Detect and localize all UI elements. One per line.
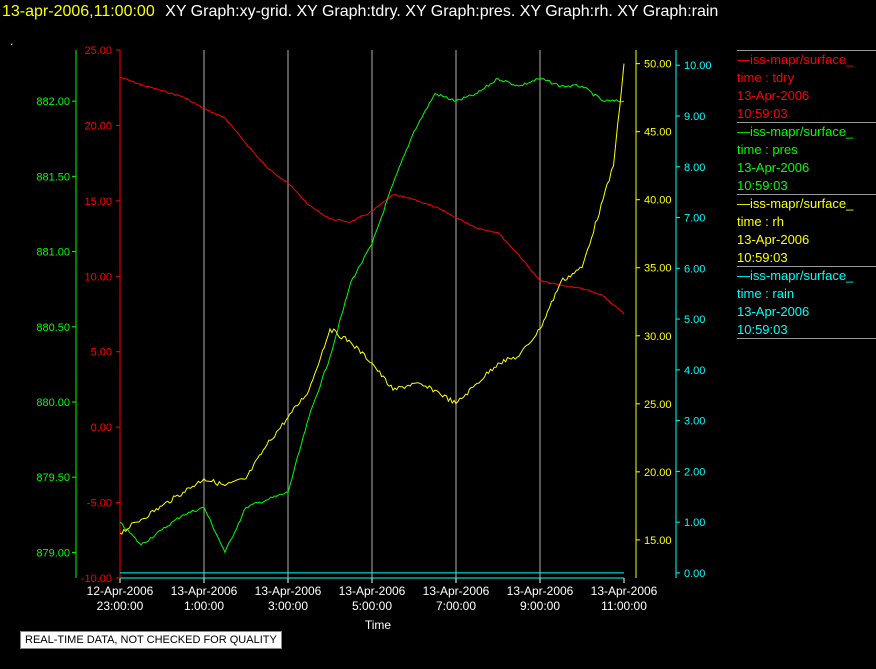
x-tick-label-time: 5:00:00 xyxy=(352,599,392,613)
x-tick-label-time: 1:00:00 xyxy=(184,599,224,613)
x-tick-label-time: 7:00:00 xyxy=(436,599,476,613)
series-line-pres xyxy=(119,78,625,554)
y-tick-label-pres: 880.00 xyxy=(36,397,70,409)
y-tick-label-rh: 40.00 xyxy=(644,195,672,207)
x-tick-label-date: 13-Apr-2006 xyxy=(423,584,490,598)
y-tick-label-rh: 50.00 xyxy=(644,59,672,71)
x-axis-label: Time xyxy=(365,618,392,632)
header-title: 13-apr-2006,11:00:00 XY Graph:xy-grid. X… xyxy=(2,3,718,21)
x-tick-label-date: 12-Apr-2006 xyxy=(87,584,154,598)
y-tick-label-rain: 4.00 xyxy=(684,365,705,377)
legend-date: 13-Apr-2006 xyxy=(737,304,810,319)
y-tick-label-tdry: 10.00 xyxy=(84,271,112,283)
x-tick-label-date: 13-Apr-2006 xyxy=(507,584,574,598)
y-tick-label-tdry: 0.00 xyxy=(91,422,112,434)
axes: 12-Apr-200623:00:0013-Apr-20061:00:0013-… xyxy=(36,45,711,613)
y-tick-label-rh: 20.00 xyxy=(644,467,672,479)
x-tick-label-date: 13-Apr-2006 xyxy=(339,584,406,598)
y-tick-label-tdry: -10.00 xyxy=(81,573,112,585)
y-tick-label-pres: 882.00 xyxy=(36,96,70,108)
y-tick-label-rain: 1.00 xyxy=(684,517,705,529)
series-line-rh xyxy=(119,63,625,535)
legend-date: 13-Apr-2006 xyxy=(737,232,810,247)
legend-entry-3: —iss-mapr/surface_time : rain 13-Apr-2006… xyxy=(737,266,876,339)
y-tick-label-rain: 9.00 xyxy=(684,111,705,123)
y-tick-label-rain: 2.00 xyxy=(684,466,705,478)
legend-time: 10:59:03 xyxy=(737,322,788,337)
y-tick-label-pres: 879.00 xyxy=(36,547,70,559)
legend-time: 10:59:03 xyxy=(737,106,788,121)
legend-time: 10:59:03 xyxy=(737,178,788,193)
legend-date: 13-Apr-2006 xyxy=(737,160,810,175)
legend-separator xyxy=(737,194,876,195)
legend-var: time : rain xyxy=(737,286,795,301)
x-tick-label-time: 23:00:00 xyxy=(97,599,144,613)
y-tick-label-rh: 35.00 xyxy=(644,263,672,275)
x-tick-label-time: 9:00:00 xyxy=(520,599,560,613)
x-tick-label-date: 13-Apr-2006 xyxy=(171,584,238,598)
legend-separator xyxy=(737,50,876,51)
legend-separator xyxy=(737,122,876,123)
y-tick-label-rain: 8.00 xyxy=(684,162,705,174)
y-tick-label-pres: 880.50 xyxy=(36,322,70,334)
legend-date: 13-Apr-2006 xyxy=(737,88,810,103)
series-lines xyxy=(119,63,625,574)
legend-name: —iss-mapr/surface_ xyxy=(737,52,854,67)
legend-entry-2: —iss-mapr/surface_time : rh 13-Apr-2006 10… xyxy=(737,194,876,267)
x-tick-label-time: 3:00:00 xyxy=(268,599,308,613)
y-tick-label-pres: 879.50 xyxy=(36,472,70,484)
quality-notice: REAL-TIME DATA, NOT CHECKED FOR QUALITY xyxy=(20,631,282,649)
grid-lines xyxy=(203,50,541,578)
legend-entry-1: —iss-mapr/surface_time : pres 13-Apr-2006… xyxy=(737,122,876,195)
legend-time: 10:59:03 xyxy=(737,250,788,265)
y-tick-label-rh: 15.00 xyxy=(644,535,672,547)
x-tick-label-time: 11:00:00 xyxy=(601,599,647,613)
legend-var: time : pres xyxy=(737,142,798,157)
y-tick-label-tdry: 5.00 xyxy=(91,347,112,359)
y-tick-label-rh: 30.00 xyxy=(644,331,672,343)
y-tick-label-pres: 881.50 xyxy=(36,171,70,183)
y-tick-label-rain: 0.00 xyxy=(684,568,705,580)
y-tick-label-tdry: 25.00 xyxy=(84,45,112,57)
y-tick-label-rain: 10.00 xyxy=(684,60,712,72)
y-tick-label-pres: 881.00 xyxy=(36,247,70,259)
header-graph-list: XY Graph:xy-grid. XY Graph:tdry. XY Grap… xyxy=(165,3,719,20)
y-tick-label-rh: 25.00 xyxy=(644,399,672,411)
y-tick-label-rain: 3.00 xyxy=(684,416,705,428)
y-tick-label-tdry: 20.00 xyxy=(84,120,112,132)
legend-entry-0: —iss-mapr/surface_time : tdry 13-Apr-2006… xyxy=(737,50,876,123)
x-tick-label-date: 13-Apr-2006 xyxy=(591,584,658,598)
legend-var: time : rh xyxy=(737,214,784,229)
legend-name: —iss-mapr/surface_ xyxy=(737,196,854,211)
y-tick-label-rain: 5.00 xyxy=(684,314,705,326)
legend-name: —iss-mapr/surface_ xyxy=(737,268,854,283)
legend-name: —iss-mapr/surface_ xyxy=(737,124,854,139)
y-tick-label-rain: 6.00 xyxy=(684,263,705,275)
header-dot: . xyxy=(10,34,14,48)
legend-separator xyxy=(737,266,876,267)
y-tick-label-rh: 45.00 xyxy=(644,127,672,139)
x-tick-label-date: 13-Apr-2006 xyxy=(255,584,322,598)
y-tick-label-tdry: 15.00 xyxy=(84,196,112,208)
legend-var: time : tdry xyxy=(737,70,795,85)
y-tick-label-tdry: -5.00 xyxy=(87,498,112,510)
legend-end-separator xyxy=(737,338,876,339)
series-line-tdry xyxy=(119,76,625,315)
y-tick-label-rain: 7.00 xyxy=(684,213,705,225)
header-timestamp: 13-apr-2006,11:00:00 xyxy=(2,3,155,20)
